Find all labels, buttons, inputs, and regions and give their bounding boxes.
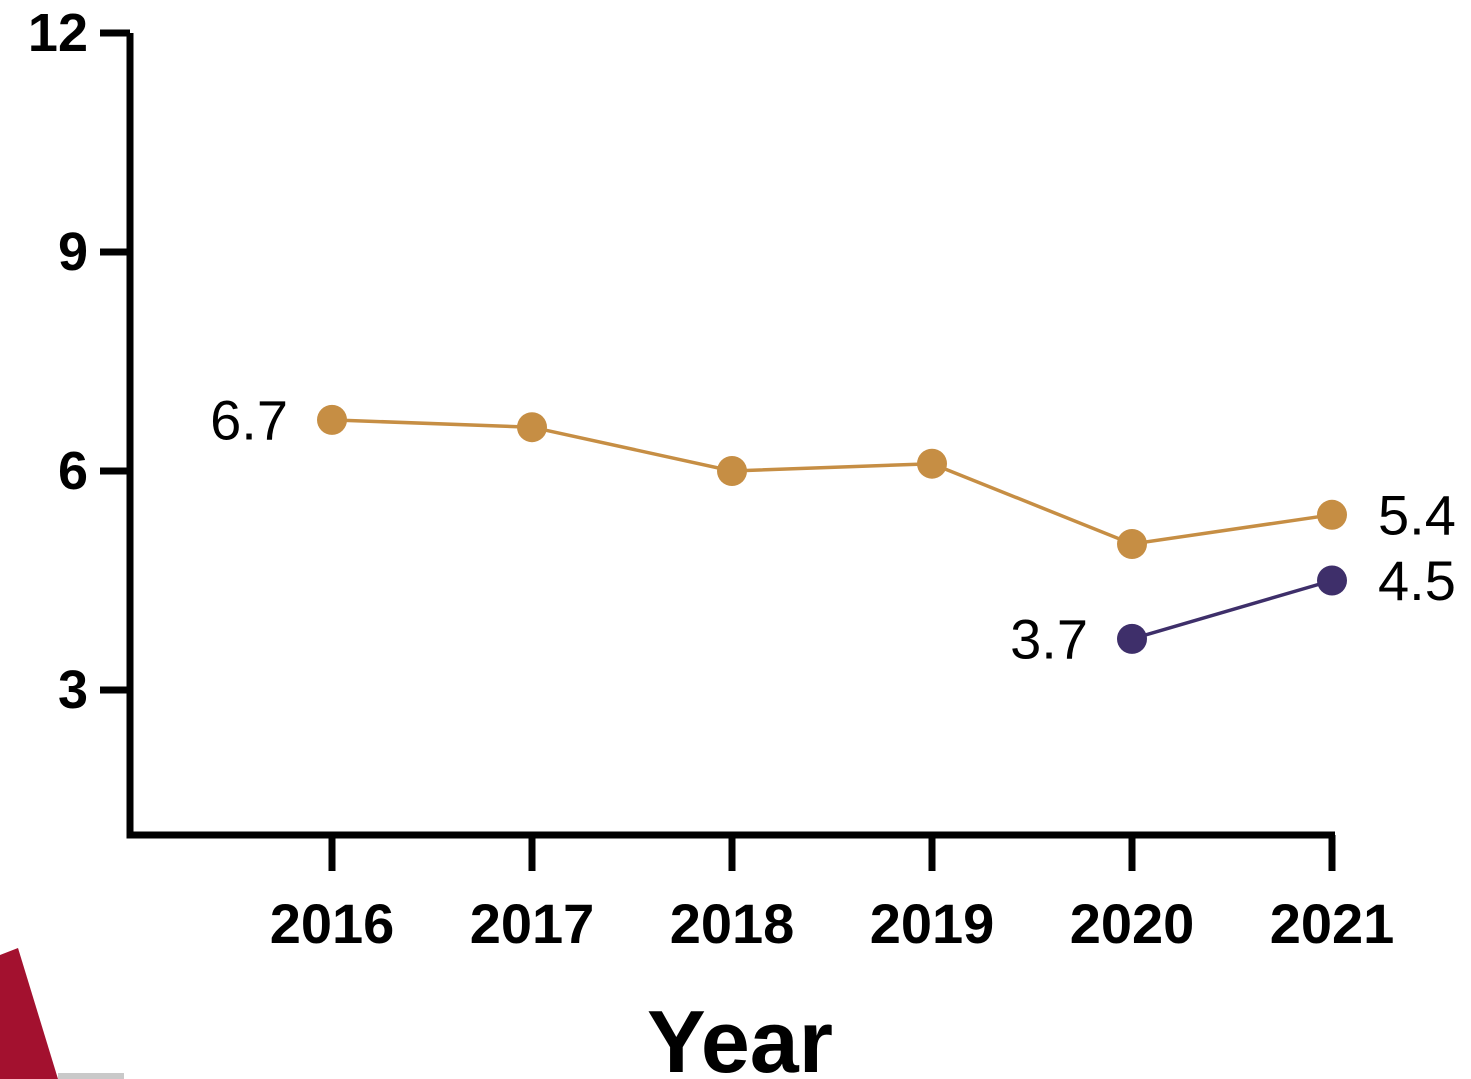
data-point	[1317, 499, 1347, 530]
data-label: 4.5	[1378, 549, 1456, 612]
x-tick-label: 2019	[870, 892, 995, 955]
data-point	[1117, 529, 1147, 559]
corner-logo-gray-bar	[58, 1073, 124, 1079]
x-tick-label: 2018	[670, 892, 795, 955]
data-label: 5.4	[1378, 483, 1456, 546]
y-tick-label: 9	[58, 222, 88, 282]
y-tick-label: 3	[58, 660, 88, 720]
y-tick-label: 6	[58, 441, 88, 501]
x-tick-label: 2020	[1070, 892, 1195, 955]
axes	[126, 33, 1335, 839]
data-point	[317, 404, 347, 435]
y-axis-ticks: 3 6 9 12	[28, 3, 130, 720]
x-axis-ticks: 2016 2017 2018 2019 2020 2021	[270, 835, 1395, 955]
x-axis-title: Year	[647, 992, 833, 1079]
corner-logo-fragment	[0, 948, 124, 1079]
x-tick-label: 2017	[470, 892, 595, 955]
x-tick-label: 2021	[1270, 892, 1395, 955]
series-line	[331, 418, 1333, 546]
data-point	[1317, 565, 1347, 596]
data-point	[517, 412, 547, 443]
axis-line	[126, 33, 1335, 839]
data-point	[1117, 623, 1147, 654]
series-layer	[317, 404, 1347, 654]
data-labels: 6.7 5.4 3.7 4.5	[210, 388, 1456, 670]
series-line	[1131, 578, 1333, 641]
corner-logo-red-triangle	[0, 948, 58, 1079]
data-label: 6.7	[210, 388, 288, 451]
x-tick-label: 2016	[270, 892, 395, 955]
data-label: 3.7	[1010, 607, 1088, 670]
y-tick-label: 12	[28, 3, 88, 63]
data-point	[917, 448, 947, 479]
data-point	[717, 456, 747, 486]
